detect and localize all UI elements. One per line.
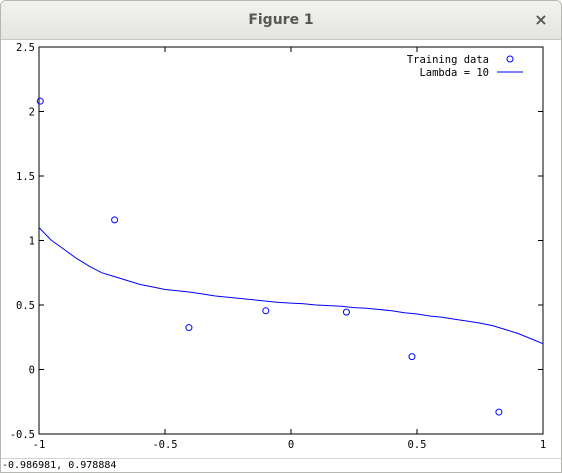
y-tick-label: 1.5 (16, 171, 35, 183)
x-tick-label: 0.5 (408, 439, 427, 451)
training-data-point (495, 408, 503, 416)
training-data-point (185, 324, 193, 332)
cursor-coordinates: -0.986981, 0.978884 (2, 460, 117, 471)
status-bar: -0.986981, 0.978884 (1, 458, 561, 472)
legend-marker-circle (506, 55, 514, 63)
plot-area[interactable]: -1 -0.5 0 0.5 1 -0.5 0 0.5 1 1.5 2 2.5 Training data… (1, 40, 561, 458)
x-tick-label: 0 (288, 439, 294, 451)
y-tick-label: 0 (29, 365, 35, 377)
y-tick-label: 1 (29, 236, 35, 248)
x-tick-label: 1 (540, 439, 546, 451)
legend-label: Training data (407, 54, 489, 66)
legend-label: Lambda = 10 (419, 67, 489, 79)
y-tick-label: -0.5 (10, 429, 35, 441)
training-data-point (262, 307, 270, 315)
y-tick-label: 2.5 (16, 42, 35, 54)
training-data-point (36, 97, 44, 105)
x-tick-label: -0.5 (152, 439, 177, 451)
y-tick-label: 2 (29, 107, 35, 119)
training-data-point (408, 353, 416, 361)
training-data-point (342, 308, 350, 316)
plot-frame (38, 46, 544, 435)
x-tick-label: -1 (33, 439, 46, 451)
training-data-point (111, 216, 119, 224)
y-tick-label: 0.5 (16, 300, 35, 312)
title-bar: Figure 1 × (1, 1, 561, 40)
window-title: Figure 1 (248, 12, 314, 28)
fit-curve-line (38, 227, 544, 345)
close-icon[interactable]: × (534, 10, 548, 29)
